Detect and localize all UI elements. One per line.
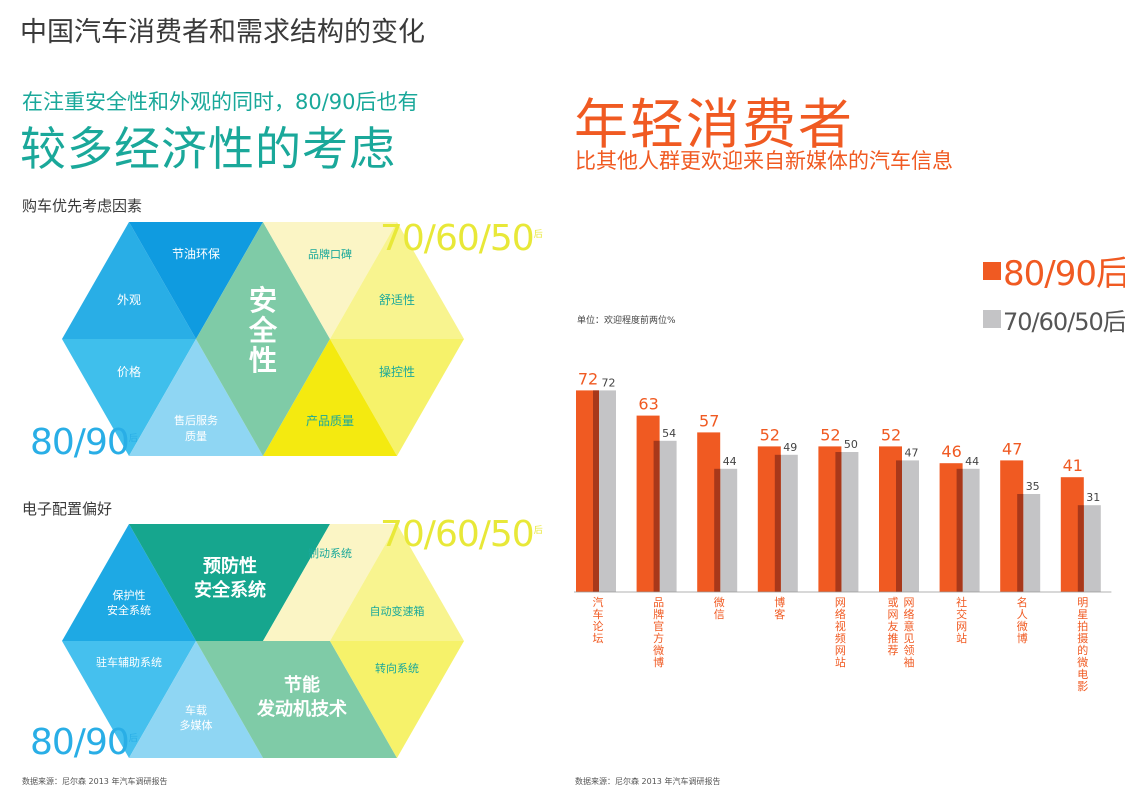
- bar-value-old: 47: [905, 446, 919, 459]
- category-label: 博客: [774, 596, 785, 621]
- category-label: 网络视频网站: [835, 596, 846, 669]
- hex2-gen-young-label: 80/90后: [30, 722, 138, 763]
- hex2-label-right-up: 自动变速箱: [370, 604, 425, 618]
- hex1-tri-bottom-right: [263, 339, 397, 456]
- hex1-label-left-down: 价格: [117, 364, 141, 379]
- hex2-label-left-down: 驻车辅助系统: [96, 655, 162, 669]
- section-label-purchase-factors: 购车优先考虑因素: [22, 197, 143, 215]
- bar-value-young: 72: [578, 369, 598, 388]
- hex1-tri-right-up: [330, 222, 464, 339]
- bar-overlap: [774, 454, 781, 592]
- bar-value-young: 47: [1002, 439, 1022, 458]
- hex2-tri-left-down: [62, 641, 196, 758]
- hex1-tri-bottom-left: [129, 339, 263, 456]
- left-source-note: 数据来源：尼尔森 2013 年汽车调研报告: [22, 777, 168, 786]
- bar-value-old: 72: [602, 376, 616, 389]
- legend-swatch-old: [983, 310, 1001, 328]
- bar-overlap: [1017, 494, 1024, 592]
- right-title: 年轻消费者: [574, 93, 854, 156]
- hex1-tri-left-down: [62, 339, 196, 456]
- bar-overlap: [714, 468, 721, 592]
- category-label: 明星拍摄的微电影: [1077, 596, 1088, 693]
- hex1-tri-right-down: [330, 339, 464, 456]
- hex2-label-right-down: 转向系统: [375, 661, 419, 675]
- hex1-label-top-right: 品牌口碑: [308, 247, 352, 261]
- legend-swatch-young: [983, 262, 1001, 280]
- hex1-label-top-left: 节油环保: [172, 247, 220, 261]
- bar-overlap: [896, 460, 902, 592]
- hex1-gen-young-label: 80/90后: [30, 422, 138, 463]
- bar-value-young: 52: [881, 425, 901, 444]
- hex1-tri-left-up: [62, 222, 196, 339]
- category-label: 社交网站: [956, 595, 967, 645]
- bar-value-old: 31: [1086, 491, 1100, 504]
- bar-value-young: 46: [941, 442, 961, 461]
- hexagon-purchase-factors: 节油环保 外观 价格 售后服务质量 安全性 品牌口碑 舒适性 操控性 产品质量: [62, 222, 464, 456]
- hex1-label-left-up: 外观: [117, 293, 141, 307]
- left-subtitle-large: 较多经济性的考虑: [20, 122, 396, 176]
- hex2-label-center-top: 预防性安全系统: [194, 555, 266, 601]
- category-label: 网络意见领袖: [904, 596, 915, 669]
- hex1-label-center: 安全性: [248, 284, 278, 377]
- hex1-label-right-up: 舒适性: [379, 293, 415, 307]
- legend-label-old: 70/60/50后: [1003, 308, 1125, 336]
- bar-overlap: [653, 440, 660, 592]
- hex1-tri-top-right: [263, 222, 397, 339]
- hex2-gen-old-label: 70/60/50后: [380, 514, 543, 555]
- hex1-gen-old-label: 70/60/50后: [380, 218, 543, 259]
- bar-value-old: 49: [783, 441, 797, 454]
- bar-value-old: 54: [662, 427, 676, 440]
- bar-overlap: [593, 390, 599, 592]
- bar-value-old: 44: [965, 455, 979, 468]
- hex2-label-bottom-left: 车载多媒体: [180, 703, 213, 732]
- bar-value-young: 52: [760, 425, 780, 444]
- hex2-label-left-up: 保护性安全系统: [107, 588, 151, 617]
- category-label: 名人微博: [1017, 595, 1028, 645]
- bar-overlap: [835, 452, 842, 592]
- chart-unit-note: 单位：欢迎程度前两位%: [577, 316, 676, 326]
- bar-overlap: [1077, 505, 1084, 592]
- hex2-label-top-right: 制动系统: [308, 547, 352, 560]
- hex2-tri-right-down: [330, 641, 464, 758]
- category-label: 微信: [714, 595, 725, 621]
- bar-chart: 72 72汽车论坛6354品牌官方微博5744微信5249博客5250网络视频网站…: [574, 369, 1112, 693]
- bar-value-old: 35: [1026, 480, 1040, 493]
- legend-label-young: 80/90后: [1003, 254, 1125, 294]
- hex1-label-bottom-left: 售后服务质量: [174, 413, 218, 443]
- hex2-tri-right-up: [330, 524, 464, 641]
- page-title: 中国汽车消费者和需求结构的变化: [20, 17, 425, 48]
- hex2-tri-bottom-left: [129, 641, 263, 758]
- right-source-note: 数据来源：尼尔森 2013 年汽车调研报告: [575, 777, 721, 786]
- left-subtitle-small: 在注重安全性和外观的同时，80/90后也有: [22, 90, 419, 114]
- hex1-label-bottom-right: 产品质量: [306, 414, 354, 428]
- bar-overlap: [956, 468, 963, 592]
- hex2-tri-left-up: [62, 524, 196, 641]
- bar-value-young: 41: [1063, 456, 1083, 475]
- right-subtitle: 比其他人群更欢迎来自新媒体的汽车信息: [575, 149, 953, 173]
- bar-value-young: 63: [638, 395, 658, 414]
- category-label: 或网友推荐: [888, 596, 899, 657]
- hex2-label-center-bottom: 节能发动机技术: [256, 674, 347, 720]
- category-label: 汽车论坛: [593, 595, 604, 645]
- hex2-tri-top-right: [263, 524, 397, 641]
- section-label-electronics: 电子配置偏好: [22, 500, 113, 518]
- bar-value-young: 52: [820, 425, 840, 444]
- hex1-label-right-down: 操控性: [379, 364, 415, 379]
- hex1-tri-top-left: [129, 222, 263, 339]
- bar-value-young: 57: [699, 411, 719, 430]
- hexagon-electronics: 保护性安全系统 预防性安全系统 驻车辅助系统 车载多媒体 节能发动机技术 制动系…: [62, 524, 464, 758]
- category-label: 品牌官方微博: [653, 596, 664, 669]
- bar-value-old: 44: [723, 455, 737, 468]
- bar-value-old: 50: [844, 438, 858, 451]
